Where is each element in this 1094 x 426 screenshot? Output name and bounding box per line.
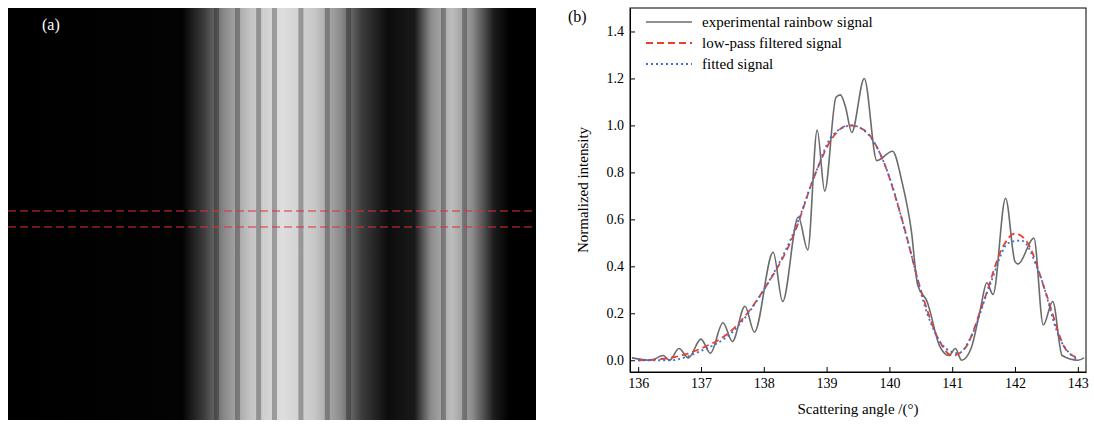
plot-lines xyxy=(632,78,1084,360)
x-tick: 137 xyxy=(691,367,712,391)
fringe xyxy=(235,8,240,420)
y-tick: 1.0 xyxy=(607,118,636,133)
y-tick: 0.6 xyxy=(607,212,636,227)
panel-label: (b) xyxy=(568,8,587,26)
fringe xyxy=(462,8,467,420)
y-tick-label: 1.0 xyxy=(607,118,625,133)
x-tick-label: 136 xyxy=(628,376,649,391)
fringe xyxy=(214,8,219,420)
fringe xyxy=(256,8,261,420)
x-tick-mark xyxy=(638,367,639,372)
legend-swatch xyxy=(646,21,692,23)
x-axis-title: Scattering angle /(°) xyxy=(798,401,919,418)
y-tick: 0.2 xyxy=(607,306,636,321)
fringe-image xyxy=(8,8,536,420)
y-tick-mark xyxy=(630,125,635,126)
fringe xyxy=(325,8,330,420)
legend: experimental rainbow signal low-pass filt… xyxy=(646,14,873,72)
legend-label: experimental rainbow signal xyxy=(702,14,873,30)
y-axis-title: Normalized intensity xyxy=(575,126,591,253)
x-tick-label: 143 xyxy=(1068,376,1089,391)
y-tick: 1.4 xyxy=(607,24,636,39)
fringe xyxy=(346,8,351,420)
legend-label: fitted signal xyxy=(702,56,773,72)
x-tick: 141 xyxy=(942,367,963,391)
y-tick: 0.8 xyxy=(607,165,636,180)
x-tick-mark xyxy=(764,367,765,372)
y-axis-line xyxy=(630,9,631,373)
image-background xyxy=(8,8,536,420)
y-tick-label: 0.6 xyxy=(607,212,625,227)
x-tick: 143 xyxy=(1068,367,1089,391)
figure: (a)(b)1361371381391401411421430.00.20.40… xyxy=(0,0,1094,426)
panel-label: (a) xyxy=(42,16,60,34)
y-tick-mark xyxy=(630,78,635,79)
x-tick-label: 140 xyxy=(879,376,900,391)
x-tick-label: 137 xyxy=(691,376,712,391)
y-tick-mark xyxy=(630,219,635,220)
x-tick-mark xyxy=(701,367,702,372)
x-tick-label: 141 xyxy=(942,376,963,391)
plot-frame xyxy=(630,8,1086,372)
y-tick-label: 0.4 xyxy=(607,259,625,274)
fringe xyxy=(298,8,303,420)
y-tick-label: 0.8 xyxy=(607,165,625,180)
selection-line xyxy=(8,226,536,227)
x-tick-mark xyxy=(1078,367,1079,372)
y-tick: 0.4 xyxy=(607,259,636,274)
y-tick-mark xyxy=(630,266,635,267)
legend-swatch xyxy=(646,63,692,65)
x-axis: 136 137 138 139 140 141 142 143 xyxy=(628,367,1089,391)
legend-label: low-pass filtered signal xyxy=(702,35,842,51)
y-tick-mark xyxy=(630,313,635,314)
y-tick: 1.2 xyxy=(607,71,636,86)
series-line xyxy=(632,78,1084,360)
y-tick-mark xyxy=(630,31,635,32)
y-tick-mark xyxy=(630,172,635,173)
x-tick-label: 142 xyxy=(1005,376,1026,391)
y-tick-label: 1.2 xyxy=(607,71,625,86)
x-tick: 142 xyxy=(1005,367,1026,391)
y-tick-mark xyxy=(630,360,635,361)
x-tick: 140 xyxy=(879,367,900,391)
y-tick-label: 0.2 xyxy=(607,306,625,321)
x-tick-mark xyxy=(952,367,953,372)
legend-swatch xyxy=(646,42,692,44)
y-axis: 0.0 0.2 0.4 0.6 0.8 1.0 1.2 1.4 xyxy=(607,9,636,373)
x-tick: 139 xyxy=(817,367,838,391)
fringe xyxy=(441,8,446,420)
x-tick: 136 xyxy=(628,367,649,391)
y-tick-label: 0.0 xyxy=(607,353,625,368)
y-tick: 0.0 xyxy=(607,353,636,368)
y-tick-label: 1.4 xyxy=(607,24,625,39)
selection-line xyxy=(8,210,536,211)
x-tick-mark xyxy=(1015,367,1016,372)
x-tick-mark xyxy=(827,367,828,372)
series-line xyxy=(638,125,1078,360)
x-tick-label: 138 xyxy=(754,376,775,391)
x-tick-label: 139 xyxy=(817,376,838,391)
x-tick: 138 xyxy=(754,367,775,391)
x-axis-line xyxy=(631,372,1087,373)
x-tick-mark xyxy=(889,367,890,372)
series-line xyxy=(638,125,1078,360)
fringe xyxy=(272,8,277,420)
